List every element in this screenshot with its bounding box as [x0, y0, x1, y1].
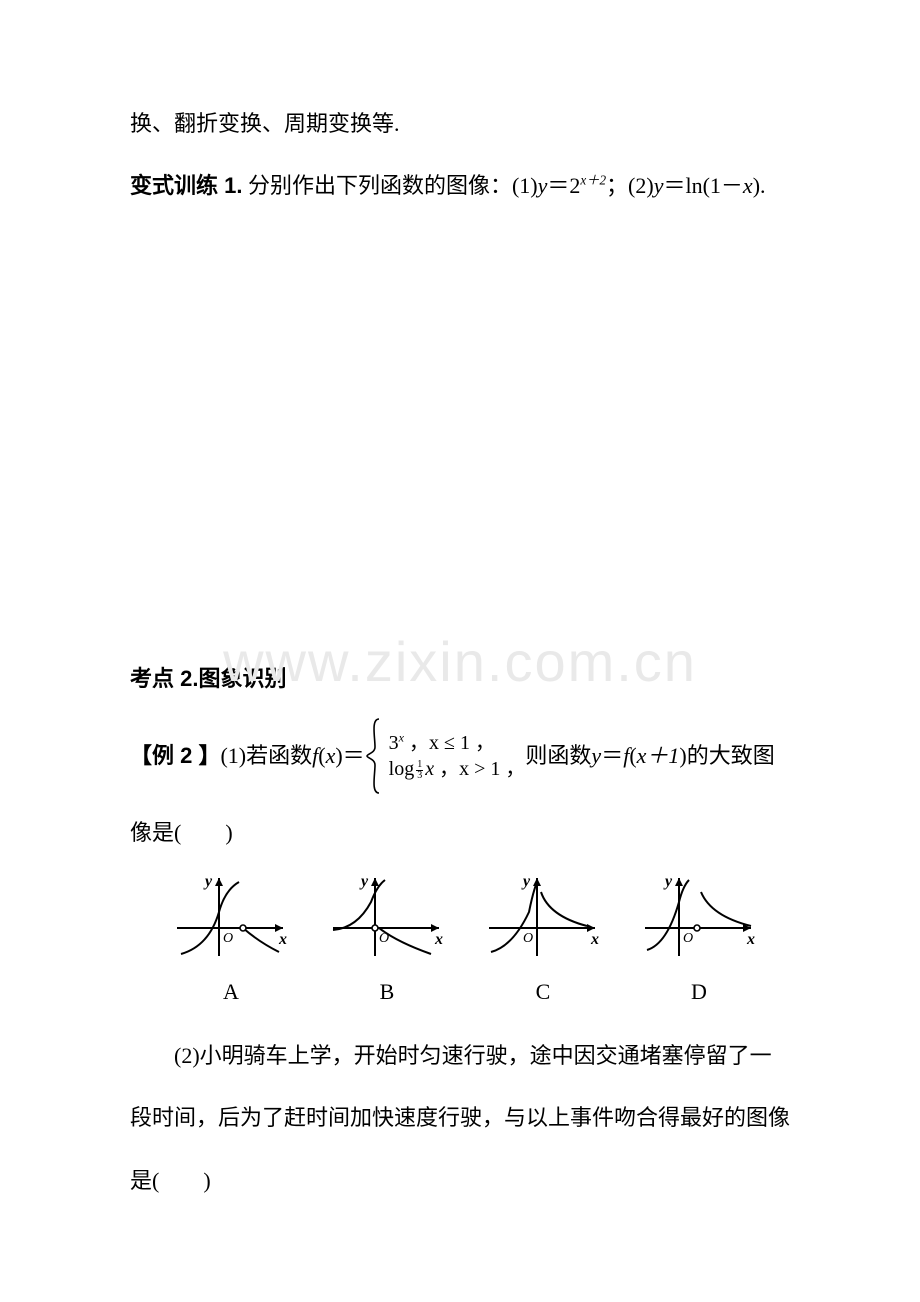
svg-text:x: x — [590, 931, 599, 948]
fn2-var: x — [743, 173, 753, 198]
svg-text:O: O — [523, 931, 533, 946]
rhs-y: y — [591, 742, 601, 771]
rhs-eq: ＝ — [601, 742, 623, 771]
choice-b: y x O B — [327, 872, 447, 1016]
blank-work-area — [130, 225, 800, 655]
svg-text:x: x — [746, 931, 755, 948]
exercise-1-text-a: 分别作出下列函数的图像：(1) — [242, 173, 537, 198]
choice-c: y x O C — [483, 872, 603, 1016]
choice-d: y x O D — [639, 872, 759, 1016]
choice-a: y x O A — [171, 872, 291, 1016]
svg-text:y: y — [203, 873, 213, 890]
case2-var: x — [425, 758, 434, 780]
case1-cond: ，x ≤ 1 ， — [404, 732, 495, 754]
case2-cond: ，x > 1 ， — [434, 758, 525, 780]
svg-text:y: y — [359, 873, 369, 890]
svg-text:y: y — [521, 873, 531, 890]
fx-paren2: )＝ — [335, 742, 364, 771]
svg-text:x: x — [434, 931, 443, 948]
line-continuation: 换、翻折变换、周期变换等. — [130, 100, 800, 148]
fn2-close: ). — [753, 173, 766, 198]
exercise-1: 变式训练 1. 分别作出下列函数的图像：(1)y＝2x＋2；(2)y＝ln(1－… — [130, 162, 800, 210]
fn2-lhs: y — [654, 173, 664, 198]
exercise-1-label: 变式训练 1. — [130, 173, 242, 198]
example-2-label: 【例 2 】 — [130, 742, 220, 771]
para2-line3: 是( ) — [130, 1157, 800, 1205]
example-2-line2: 像是( ) — [130, 809, 800, 857]
choice-c-label: C — [536, 968, 551, 1016]
left-brace-icon — [365, 717, 383, 795]
piecewise-fn: 3x ，x ≤ 1 ， log13x ，x > 1 ， — [365, 717, 526, 795]
rhs-arg: x＋1 — [637, 742, 680, 771]
choice-d-plot: y x O — [639, 872, 759, 962]
section-2-title: 考点 2.图象识别 — [130, 655, 800, 703]
fn1-eq: ＝2 — [547, 173, 580, 198]
choice-b-label: B — [380, 968, 395, 1016]
fn1-sup: x＋2 — [580, 173, 606, 188]
fx-paren: ( — [318, 742, 325, 771]
case2-frac: 13 — [416, 760, 423, 781]
ex2-part1a: (1)若函数 — [220, 742, 312, 771]
frac-den: 3 — [416, 771, 423, 781]
svg-text:x: x — [278, 931, 287, 948]
svg-text:O: O — [223, 931, 233, 946]
choice-c-plot: y x O — [483, 872, 603, 962]
svg-text:O: O — [683, 931, 693, 946]
fn2-body: ＝ln(1－ — [663, 173, 742, 198]
choice-b-plot: y x O — [327, 872, 447, 962]
rhs-paren: ( — [629, 742, 636, 771]
case-1: 3x ，x ≤ 1 ， — [389, 730, 526, 756]
rhs-paren2: )的大致图 — [679, 742, 774, 771]
para2-line2: 段时间，后为了赶时间加快速度行驶，与以上事件吻合得最好的图像 — [130, 1094, 800, 1142]
example-2-line1: 【例 2 】 (1)若函数 f ( x )＝ 3x ，x ≤ 1 ， log13… — [130, 717, 800, 795]
fx-var: x — [326, 742, 336, 771]
fn1-lhs: y — [538, 173, 548, 198]
ex2-part1b: 则函数 — [525, 742, 591, 771]
case-2: log13x ，x > 1 ， — [389, 756, 526, 782]
ex1-sep: ；(2) — [606, 173, 654, 198]
case2-log: log — [389, 758, 415, 780]
choice-a-label: A — [223, 968, 239, 1016]
para2-line1: (2)小明骑车上学，开始时匀速行驶，途中因交通堵塞停留了一 — [130, 1032, 800, 1080]
svg-text:y: y — [663, 873, 673, 890]
case1-base: 3 — [389, 732, 399, 754]
choice-chart-row: y x O A y x O — [130, 872, 800, 1016]
choice-a-plot: y x O — [171, 872, 291, 962]
choice-d-label: D — [691, 968, 707, 1016]
